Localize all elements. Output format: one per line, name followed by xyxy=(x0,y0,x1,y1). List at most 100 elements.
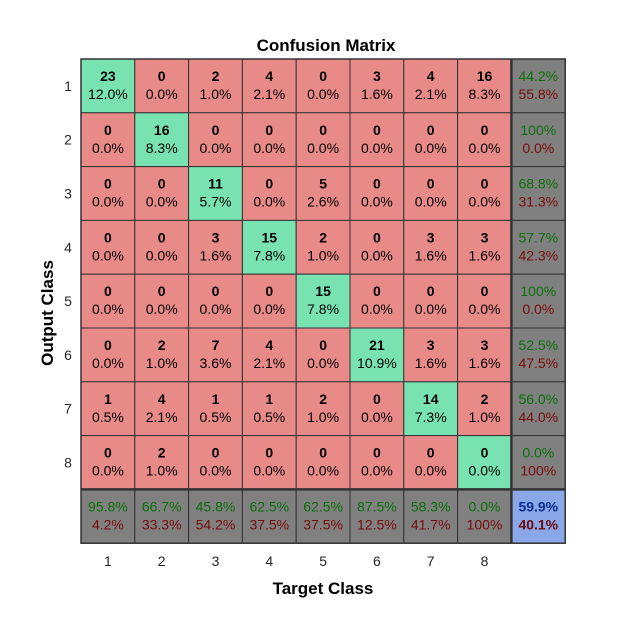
cell-count: 0 xyxy=(265,283,273,299)
cell-background xyxy=(80,381,136,437)
cell-count: 0 xyxy=(319,337,327,353)
col-wrong-percent: 37.5% xyxy=(303,516,343,532)
cell-percent: 1.6% xyxy=(415,247,447,263)
matrix-cell: 2 1.0% xyxy=(295,381,351,437)
row-correct-percent: 68.8% xyxy=(518,176,558,192)
matrix-cell: 0 0.0% xyxy=(241,435,297,490)
matrix-cell: 0 0.0% xyxy=(134,166,190,221)
y-tick-label: 8 xyxy=(64,455,72,471)
row-correct-percent: 100% xyxy=(520,122,556,138)
cell-background xyxy=(134,58,190,114)
y-tick-label: 1 xyxy=(64,78,72,94)
cell-percent: 1.0% xyxy=(307,247,339,263)
matrix-cells: 2312.0%00.0%21.0%42.1%00.0%31.6%42.1%168… xyxy=(80,58,566,544)
cell-percent: 0.0% xyxy=(200,301,232,317)
cell-background xyxy=(295,273,351,329)
matrix-cell: 2 1.0% xyxy=(457,381,512,437)
col-correct-percent: 62.5% xyxy=(303,498,343,514)
row-summary-cell: 57.7% 42.3% xyxy=(510,219,566,275)
cell-percent: 0.0% xyxy=(469,140,501,156)
matrix-cell: 0 0.0% xyxy=(80,327,136,383)
matrix-cell: 3 1.6% xyxy=(349,58,405,114)
matrix-cell: 16 8.3% xyxy=(457,58,512,114)
cell-percent: 7.8% xyxy=(307,301,339,317)
cell-count: 3 xyxy=(481,229,489,245)
y-tick-label: 2 xyxy=(64,132,72,148)
cell-count: 2 xyxy=(319,391,327,407)
cell-count: 14 xyxy=(423,391,439,407)
cell-count: 4 xyxy=(427,68,435,84)
summary-background xyxy=(510,112,566,168)
cell-percent: 2.1% xyxy=(415,86,447,102)
cell-percent: 1.6% xyxy=(469,355,501,371)
cell-count: 0 xyxy=(265,122,273,138)
col-wrong-percent: 12.5% xyxy=(357,516,397,532)
cell-percent: 2.6% xyxy=(307,194,339,210)
cell-count: 0 xyxy=(481,122,489,138)
matrix-cell: 0 0.0% xyxy=(295,112,351,168)
col-summary-cell: 87.5% 12.5% xyxy=(349,488,405,544)
row-correct-percent: 56.0% xyxy=(518,391,558,407)
x-tick-label: 6 xyxy=(373,553,381,569)
cell-count: 7 xyxy=(212,337,220,353)
matrix-cell: 0 0.0% xyxy=(188,435,243,490)
cell-background xyxy=(188,219,243,275)
y-tick-label: 3 xyxy=(64,186,72,202)
matrix-cell: 0 0.0% xyxy=(457,435,512,490)
cell-background xyxy=(188,166,243,221)
x-tick-label: 1 xyxy=(104,553,112,569)
cell-background xyxy=(188,435,243,490)
cell-count: 0 xyxy=(481,445,489,461)
col-correct-percent: 45.8% xyxy=(196,498,236,514)
matrix-cell: 0 0.0% xyxy=(403,273,459,329)
cell-count: 16 xyxy=(477,68,493,84)
matrix-cell: 0 0.0% xyxy=(349,166,405,221)
matrix-cell: 0 0.0% xyxy=(241,273,297,329)
col-summary-cell: 66.7% 33.3% xyxy=(134,488,190,544)
cell-count: 3 xyxy=(427,229,435,245)
cell-count: 0 xyxy=(104,283,112,299)
matrix-cell: 3 1.6% xyxy=(403,219,459,275)
cell-background xyxy=(295,435,351,490)
cell-background xyxy=(349,381,405,437)
y-axis-label: Output Class xyxy=(38,260,57,366)
x-tick-label: 7 xyxy=(427,553,435,569)
matrix-cell: 0 0.0% xyxy=(349,219,405,275)
cell-background xyxy=(134,112,190,168)
cell-percent: 0.0% xyxy=(92,194,124,210)
cell-count: 2 xyxy=(481,391,489,407)
cell-percent: 0.0% xyxy=(469,194,501,210)
summary-background xyxy=(134,488,190,544)
cell-background xyxy=(457,273,512,329)
cell-count: 1 xyxy=(104,391,112,407)
matrix-cell: 3 1.6% xyxy=(457,219,512,275)
col-wrong-percent: 41.7% xyxy=(411,516,451,532)
col-wrong-percent: 4.2% xyxy=(92,516,124,532)
cell-percent: 10.9% xyxy=(357,355,397,371)
matrix-cell: 4 2.1% xyxy=(241,327,297,383)
row-correct-percent: 52.5% xyxy=(518,337,558,353)
x-tick-label: 8 xyxy=(481,553,489,569)
cell-background xyxy=(134,381,190,437)
cell-percent: 0.0% xyxy=(361,247,393,263)
matrix-cell: 2 1.0% xyxy=(188,58,243,114)
cell-background xyxy=(295,381,351,437)
cell-count: 3 xyxy=(373,68,381,84)
matrix-cell: 0 0.0% xyxy=(188,112,243,168)
matrix-cell: 3 1.6% xyxy=(403,327,459,383)
cell-percent: 1.0% xyxy=(469,409,501,425)
cell-percent: 0.0% xyxy=(307,463,339,479)
cell-count: 2 xyxy=(158,337,166,353)
cell-count: 0 xyxy=(373,229,381,245)
cell-percent: 0.0% xyxy=(415,463,447,479)
matrix-cell: 0 0.0% xyxy=(403,112,459,168)
row-wrong-percent: 47.5% xyxy=(518,355,558,371)
y-tick-label: 6 xyxy=(64,347,72,363)
matrix-cell: 1 0.5% xyxy=(241,381,297,437)
matrix-cell: 0 0.0% xyxy=(188,273,243,329)
col-correct-percent: 95.8% xyxy=(88,498,128,514)
cell-percent: 0.0% xyxy=(415,140,447,156)
matrix-cell: 0 0.0% xyxy=(295,327,351,383)
col-summary-cell: 95.8% 4.2% xyxy=(80,488,136,544)
matrix-cell: 0 0.0% xyxy=(349,435,405,490)
